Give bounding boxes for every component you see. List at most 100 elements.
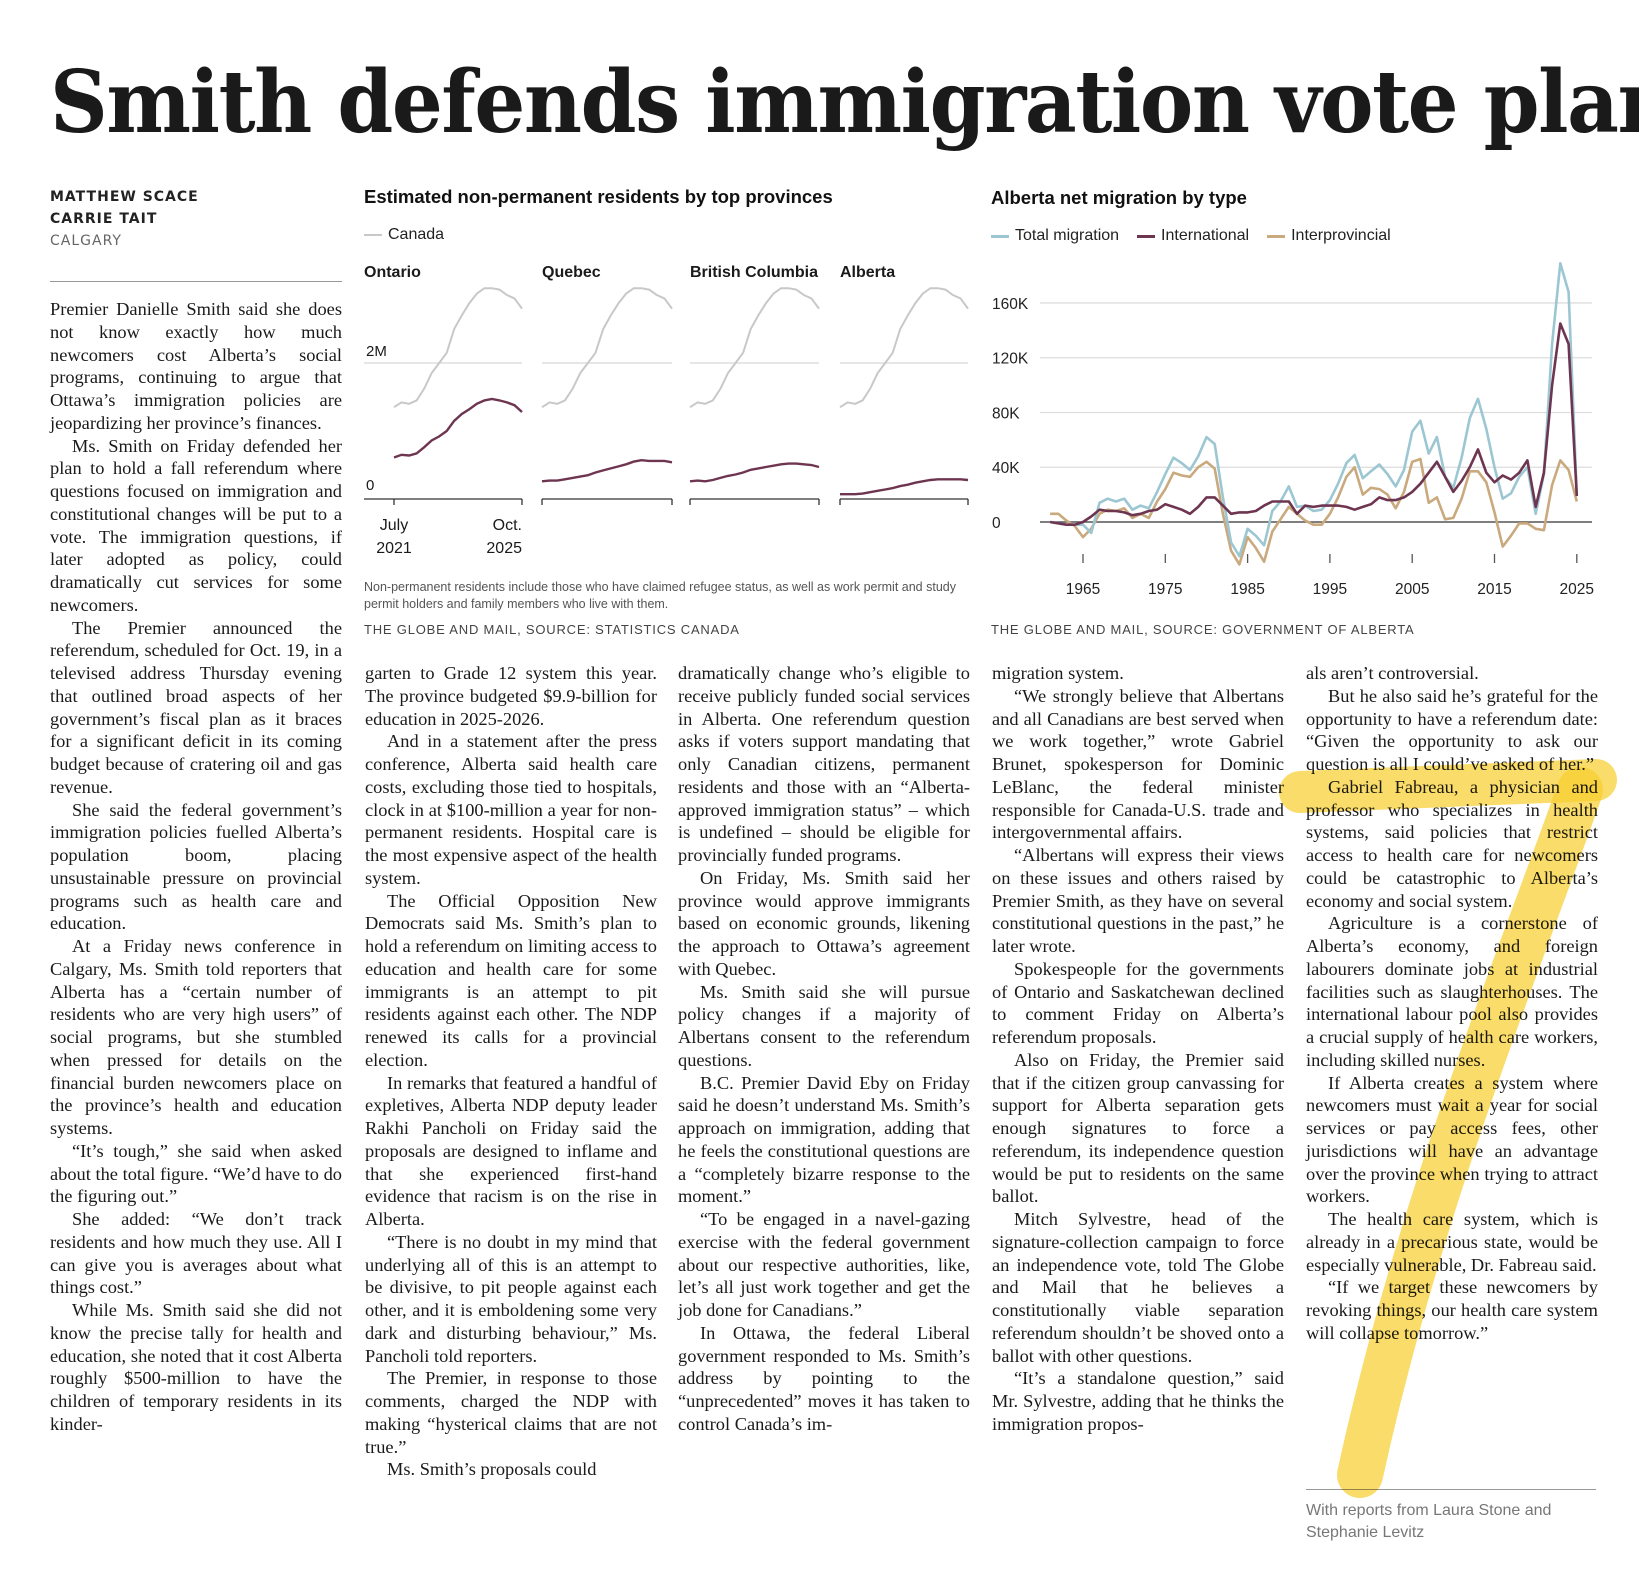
article-paragraph: “It’s a standalone question,” said Mr. S… — [992, 1368, 1284, 1434]
x-label-start: July 2021 — [376, 514, 412, 560]
article-paragraph: In Ottawa, the federal Liberal governmen… — [678, 1322, 970, 1434]
x-label-year: 2021 — [376, 540, 412, 557]
panel-title-quebec: Quebec — [542, 264, 601, 281]
x-label-end: Oct. 2025 — [484, 514, 522, 560]
legend-label: Total migration — [1015, 227, 1120, 244]
legend-label: Canada — [388, 226, 445, 243]
legend-interprovincial: Interprovincial — [1267, 227, 1391, 245]
article-paragraph: “It’s tough,” she said when asked about … — [50, 1140, 342, 1207]
credit-divider — [1306, 1489, 1596, 1490]
article-paragraph: But he also said he’s grateful for the o… — [1306, 685, 1598, 774]
article-column-3: dramatically change who’s eligible to re… — [678, 662, 970, 1436]
article-paragraph: garten to Grade 12 system this year. The… — [365, 663, 657, 729]
y-tick-label: 0 — [992, 515, 1001, 532]
byline-divider — [50, 281, 342, 282]
legend-canada: Canada — [364, 226, 444, 244]
article-column-2: garten to Grade 12 system this year. The… — [365, 662, 657, 1481]
headline: Smith defends immigration vote plan — [50, 52, 1639, 153]
line-canada — [393, 287, 523, 409]
article-column-5: als aren’t controversial. But he also sai… — [1306, 662, 1598, 1345]
y-tick-label: 120K — [992, 351, 1029, 368]
article-paragraph: Ms. Smith on Friday defended her plan to… — [50, 435, 342, 615]
panel-title-alberta: Alberta — [840, 264, 896, 281]
legend-swatch — [1267, 234, 1286, 238]
line-international — [1049, 322, 1579, 526]
article-paragraph: dramatically change who’s eligible to re… — [678, 663, 970, 865]
charts-canvas: 0 40K 80K 120K 160K 1965 1975 1985 1995 2005 2015 2… — [364, 262, 1594, 598]
x-tick-label: 1975 — [1148, 581, 1182, 598]
legend-label: Interprovincial — [1291, 227, 1391, 244]
x-tick-label: 1965 — [1066, 581, 1100, 598]
y-tick-label: 160K — [992, 296, 1029, 313]
x-label-month: July — [379, 517, 409, 534]
article-paragraph: migration system. — [992, 663, 1124, 683]
article-paragraph: B.C. Premier David Eby on Friday said he… — [678, 1072, 970, 1207]
article-paragraph: “Albertans will express their views on t… — [992, 845, 1284, 956]
line-total-migration — [1049, 262, 1579, 558]
article-paragraph: Mitch Sylvestre, head of the signature-c… — [992, 1209, 1284, 1366]
article-column-4: migration system. “We strongly believe th… — [992, 662, 1284, 1436]
article-paragraph: In remarks that featured a handful of ex… — [365, 1072, 657, 1230]
article-paragraph: The Official Opposition New Democrats sa… — [365, 890, 657, 1070]
article-paragraph: Agriculture is a cornerstone of Alberta’… — [1306, 913, 1598, 1070]
chart-note: Non-permanent residents include those wh… — [364, 580, 956, 611]
y-tick-label: 2M — [366, 343, 387, 360]
chart-source: THE GLOBE AND MAIL, SOURCE: STATISTICS C… — [364, 622, 740, 637]
article-paragraph: If Alberta creates a system where newcom… — [1306, 1072, 1598, 1207]
y-tick-label: 80K — [992, 405, 1020, 422]
legend-swatch — [364, 234, 382, 236]
article-column-1: Premier Danielle Smith said she does not… — [50, 298, 342, 1436]
x-tick-label: 2025 — [1560, 581, 1594, 598]
chart-source: THE GLOBE AND MAIL, SOURCE: GOVERNMENT O… — [991, 622, 1415, 637]
x-tick-label: 1985 — [1230, 581, 1264, 598]
chart-title-migration: Alberta net migration by type — [991, 187, 1247, 208]
x-label-year: 2025 — [486, 540, 522, 557]
article-paragraph: At a Friday news conference in Calgary, … — [50, 936, 342, 1138]
article-paragraph: The Premier, in response to those commen… — [365, 1368, 657, 1457]
article-paragraph: “To be engaged in a navel-gazing exercis… — [678, 1209, 970, 1320]
line-british-columbia — [689, 462, 820, 483]
x-tick-label: 2005 — [1395, 581, 1429, 598]
article-paragraph: Ms. Smith’s proposals could — [387, 1459, 597, 1480]
legend-swatch — [991, 234, 1009, 238]
author-name: CARRIE TAIT — [50, 211, 158, 227]
article-paragraph: als aren’t controversial. — [1306, 663, 1479, 683]
article-paragraph: Ms. Smith said she will pursue policy ch… — [678, 981, 970, 1070]
chart-legend: Total migration International Interprovi… — [991, 227, 1391, 245]
panel-title-bc: British Columbia — [690, 264, 819, 281]
y-tick-label: 40K — [992, 460, 1020, 477]
legend-swatch — [1137, 234, 1156, 238]
legend-international: International — [1137, 227, 1249, 245]
y-tick-label: 0 — [366, 477, 375, 494]
article-paragraph: And in a statement after the press confe… — [365, 731, 657, 888]
line-alberta — [840, 478, 969, 496]
x-tick-label: 1995 — [1313, 581, 1347, 598]
reporting-credit: With reports from Laura Stone and Stepha… — [1306, 1502, 1552, 1541]
article-paragraph: She said the federal government’s immigr… — [50, 799, 342, 934]
article-paragraph: Spokespeople for the governments of Onta… — [992, 958, 1284, 1047]
x-label-month: Oct. — [492, 517, 522, 534]
article-paragraph: On Friday, Ms. Smith said her province w… — [678, 867, 970, 979]
article-paragraph: While Ms. Smith said she did not know th… — [50, 1300, 342, 1434]
article-paragraph: “If we target these newcomers by revokin… — [1306, 1277, 1598, 1343]
line-quebec — [541, 458, 673, 483]
article-paragraph: “We strongly believe that Albertans and … — [992, 685, 1284, 843]
x-tick-label: 2015 — [1477, 581, 1511, 598]
line-canada — [839, 287, 969, 409]
chart-title-npr: Estimated non-permanent residents by top… — [364, 186, 833, 207]
line-canada — [541, 287, 673, 409]
author-name: MATTHEW SCACE — [50, 189, 199, 205]
article-paragraph: She added: “We don’t track residents and… — [50, 1209, 342, 1298]
article-paragraph: Gabriel Fabreau, a physician and profess… — [1306, 776, 1598, 911]
line-canada — [689, 287, 820, 409]
legend-total: Total migration — [991, 227, 1119, 245]
article-paragraph: “There is no doubt in my mind that under… — [365, 1231, 657, 1366]
dateline: CALGARY — [50, 233, 122, 249]
panel-title-ontario: Ontario — [364, 264, 421, 281]
article-paragraph: The health care system, which is already… — [1306, 1209, 1598, 1275]
article-paragraph: Also on Friday, the Premier said that if… — [992, 1049, 1284, 1207]
legend-label: International — [1161, 227, 1250, 244]
article-paragraph: Premier Danielle Smith said she does not… — [50, 299, 342, 433]
article-paragraph: The Premier announced the referendum, sc… — [50, 617, 342, 797]
line-ontario — [393, 397, 523, 459]
